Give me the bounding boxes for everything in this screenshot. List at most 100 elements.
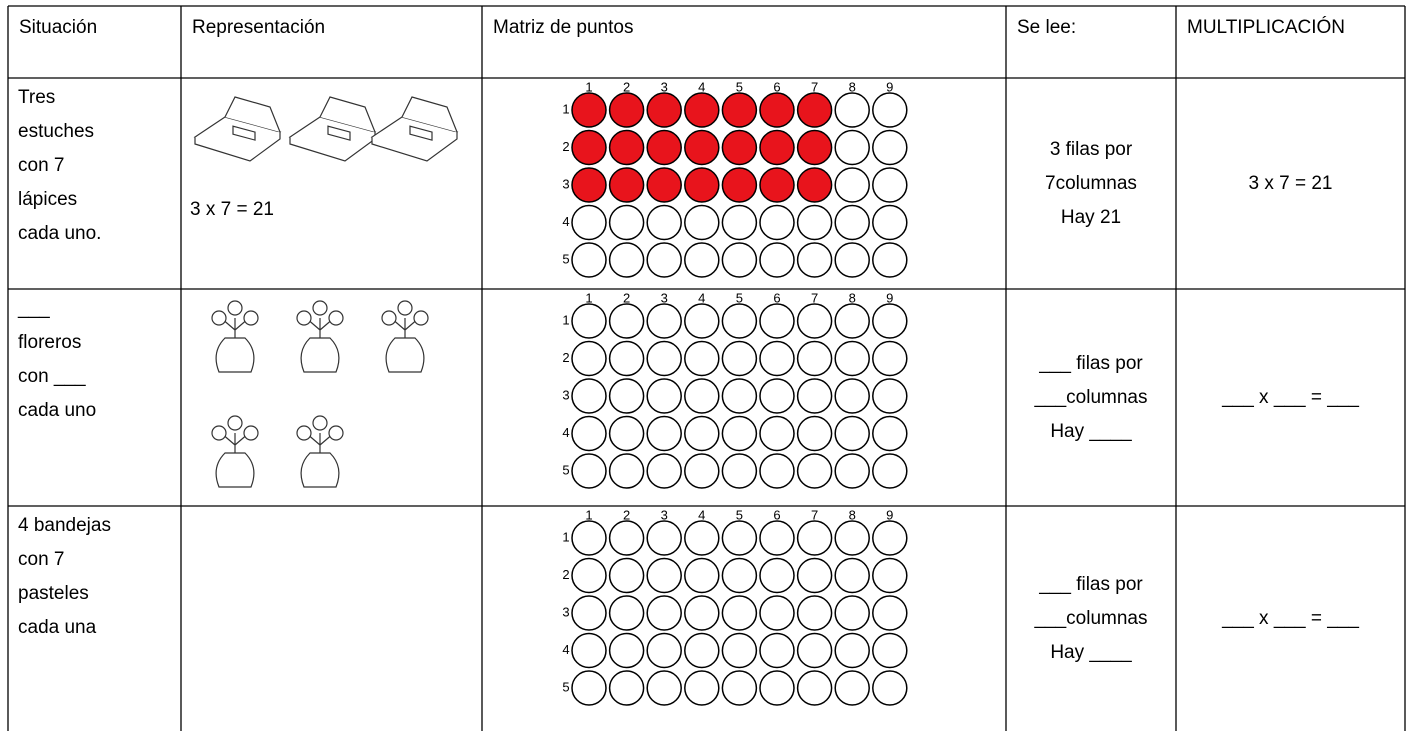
empty-dot [608,340,645,377]
column-label: 4 [698,81,705,94]
empty-dot [759,453,795,489]
empty-dot [759,340,795,377]
empty-dot [834,520,870,556]
empty-dot [796,378,833,414]
flower-vases [211,300,429,488]
empty-dot [759,378,795,414]
flower [227,415,243,431]
empty-dot [834,92,870,128]
empty-dot [608,595,645,631]
column-label: 6 [773,81,780,94]
row-label: 4 [562,425,569,440]
vase [215,452,255,488]
column-label: 2 [623,292,630,305]
row-label: 4 [562,214,569,229]
empty-dot [608,303,645,339]
empty-dot [608,242,645,278]
flower [312,415,328,431]
empty-dot [721,303,758,339]
empty-dot [872,632,908,669]
filled-dot [646,129,682,166]
empty-dot [834,453,870,489]
multiplication-text: ___ x ___ = ___ [1222,607,1359,629]
empty-dot [608,520,645,556]
header-cell: MULTIPLICACIÓN [1187,17,1346,38]
filled-dot [646,167,682,203]
filled-dot [759,129,795,166]
filled-dot [571,167,607,203]
empty-dot [796,453,833,489]
empty-dot [608,415,645,452]
empty-dot [796,670,833,706]
column-label: 8 [849,81,856,94]
empty-dot [721,670,758,706]
row-label: 2 [562,350,569,365]
empty-dot [646,453,682,489]
filled-dot [608,129,645,166]
row-label: 1 [562,101,569,116]
representation-text: 3 x 7 = 21 [190,199,274,220]
column-label: 5 [736,81,743,94]
multiplication-text: ___ x ___ = ___ [1222,386,1359,408]
empty-dot [571,453,607,489]
empty-dot [608,557,645,594]
empty-dot [646,632,682,669]
empty-dot [834,167,870,203]
situation-text: cada uno. [18,223,102,244]
empty-dot [872,129,908,166]
empty-dot [608,632,645,669]
empty-dot [646,303,682,339]
empty-dot [796,204,833,241]
column-label: 1 [585,81,592,94]
filled-dot [608,167,645,203]
crayon-boxes [193,96,459,162]
situation-text: lápices [18,189,78,210]
empty-dot [571,670,607,706]
dot-matrix: 1 2 3 4 5 6 7 8 9 1 2 3 4 5 [562,81,908,278]
column-label: 7 [811,81,818,94]
reading-text: Hay ____ [1050,641,1132,663]
empty-dot [759,557,795,594]
flower [328,310,344,326]
filled-dot [721,92,758,128]
column-label: 4 [698,292,705,305]
empty-dot [872,340,908,377]
column-label: 6 [773,292,780,305]
empty-dot [759,632,795,669]
situation-text: floreros [18,332,82,353]
reading-text: 7columnas [1045,172,1137,194]
empty-dot [646,204,682,241]
flower [328,425,344,441]
empty-dot [571,242,607,278]
reading-text: Hay 21 [1060,206,1122,228]
column-label: 3 [661,509,668,522]
empty-dot [646,415,682,452]
filled-dot [721,167,758,203]
filled-dot [608,92,645,128]
empty-dot [608,670,645,706]
column-label: 3 [661,292,668,305]
empty-dot [834,415,870,452]
empty-dot [721,378,758,414]
row-label: 4 [562,642,569,657]
empty-dot [646,557,682,594]
situation-text: cada una [18,617,97,638]
row-label: 1 [562,312,569,327]
empty-dot [759,242,795,278]
empty-dot [721,595,758,631]
empty-dot [796,242,833,278]
row-label: 5 [562,679,569,694]
situation-text: con ___ [18,366,86,387]
empty-dot [872,670,908,706]
empty-dot [796,520,833,556]
flower [211,310,227,326]
empty-dot [759,204,795,241]
empty-dot [759,520,795,556]
empty-dot [571,340,607,377]
empty-dot [796,632,833,669]
empty-dot [684,303,720,339]
empty-dot [796,595,833,631]
empty-dot [721,204,758,241]
vase [385,337,425,373]
filled-dot [646,92,682,128]
